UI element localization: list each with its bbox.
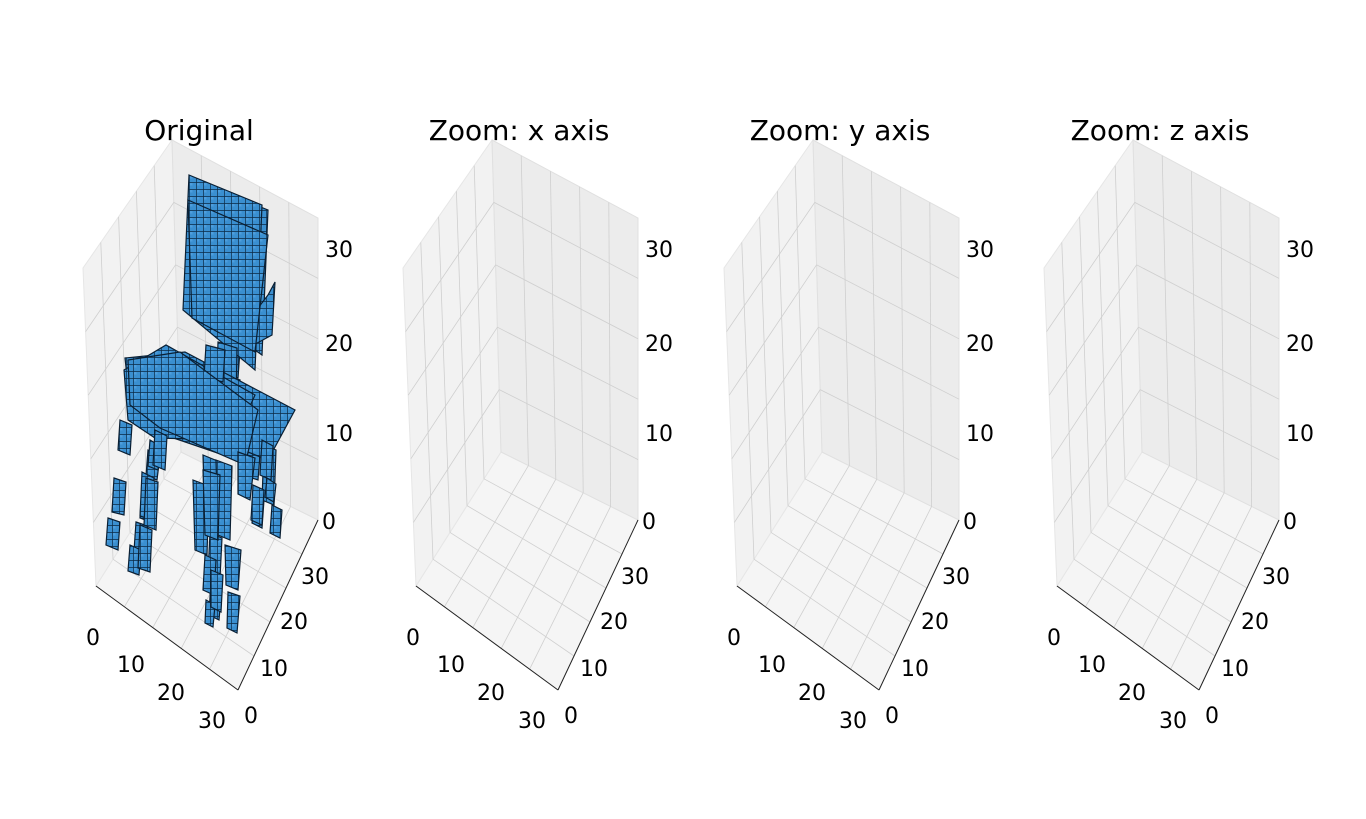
voxel-block (187, 199, 269, 353)
back-pane (1132, 139, 1280, 521)
z-tick-label: 30 (966, 238, 994, 263)
z-tick-label: 0 (642, 510, 656, 535)
x-tick-label: 30 (1159, 709, 1187, 734)
z-tick-label: 0 (963, 510, 977, 535)
z-tick-label: 20 (1286, 332, 1314, 357)
x-tick-label: 30 (518, 709, 546, 734)
voxel-block (152, 429, 168, 471)
z-tick-label: 0 (1283, 510, 1297, 535)
z-tick-label: 10 (1286, 422, 1314, 447)
x-tick-label: 30 (198, 709, 226, 734)
y-tick-label: 30 (301, 565, 329, 590)
x-tick-label: 20 (157, 681, 185, 706)
y-tick-label: 10 (580, 657, 608, 682)
x-tick-label: 30 (839, 709, 867, 734)
voxel-block (203, 344, 226, 383)
z-tick-label: 30 (1286, 238, 1314, 263)
x-tick-label: 20 (477, 681, 505, 706)
y-tick-label: 20 (280, 610, 308, 635)
z-tick-label: 0 (322, 510, 336, 535)
y-tick-label: 0 (564, 704, 578, 729)
subplot-title: Zoom: x axis (429, 114, 610, 147)
x-tick-label: 10 (117, 653, 145, 678)
voxel-block (143, 477, 159, 531)
x-tick-label: 10 (1078, 653, 1106, 678)
voxel-block (259, 439, 274, 481)
y-tick-label: 20 (600, 610, 628, 635)
voxel-block (111, 477, 127, 516)
voxel-block (105, 517, 121, 551)
y-tick-label: 20 (921, 610, 949, 635)
z-tick-label: 20 (645, 332, 673, 357)
back-pane (812, 139, 960, 521)
voxel-block (226, 591, 241, 634)
y-tick-label: 30 (1262, 565, 1290, 590)
x-tick-label: 0 (86, 626, 100, 651)
z-tick-label: 10 (325, 422, 353, 447)
x-tick-label: 0 (406, 626, 420, 651)
voxel-block (137, 524, 153, 573)
y-tick-label: 0 (1205, 704, 1219, 729)
z-tick-label: 30 (325, 238, 353, 263)
z-tick-label: 10 (966, 422, 994, 447)
voxel-block (224, 544, 242, 591)
subplot-title: Zoom: z axis (1071, 114, 1250, 147)
y-tick-label: 0 (244, 704, 258, 729)
y-tick-label: 30 (942, 565, 970, 590)
voxel-block (237, 451, 256, 501)
voxel-block (117, 419, 133, 456)
z-tick-label: 20 (966, 332, 994, 357)
y-tick-label: 20 (1241, 610, 1269, 635)
x-tick-label: 10 (437, 653, 465, 678)
subplot-title: Zoom: y axis (750, 114, 931, 147)
x-tick-label: 20 (798, 681, 826, 706)
z-tick-label: 20 (325, 332, 353, 357)
y-tick-label: 10 (260, 657, 288, 682)
y-tick-label: 0 (885, 704, 899, 729)
y-tick-label: 30 (621, 565, 649, 590)
subplot-title: Original (144, 114, 254, 147)
z-tick-label: 10 (645, 422, 673, 447)
z-tick-label: 30 (645, 238, 673, 263)
voxel-block (264, 476, 277, 503)
x-tick-label: 0 (727, 626, 741, 651)
voxel-block (250, 484, 265, 526)
x-tick-label: 0 (1047, 626, 1061, 651)
voxel-block (269, 504, 283, 539)
y-tick-label: 10 (901, 657, 929, 682)
x-tick-label: 20 (1118, 681, 1146, 706)
back-pane (491, 139, 639, 521)
x-tick-label: 10 (758, 653, 786, 678)
voxel-block (202, 469, 221, 541)
voxel-block (210, 569, 224, 613)
y-tick-label: 10 (1221, 657, 1249, 682)
